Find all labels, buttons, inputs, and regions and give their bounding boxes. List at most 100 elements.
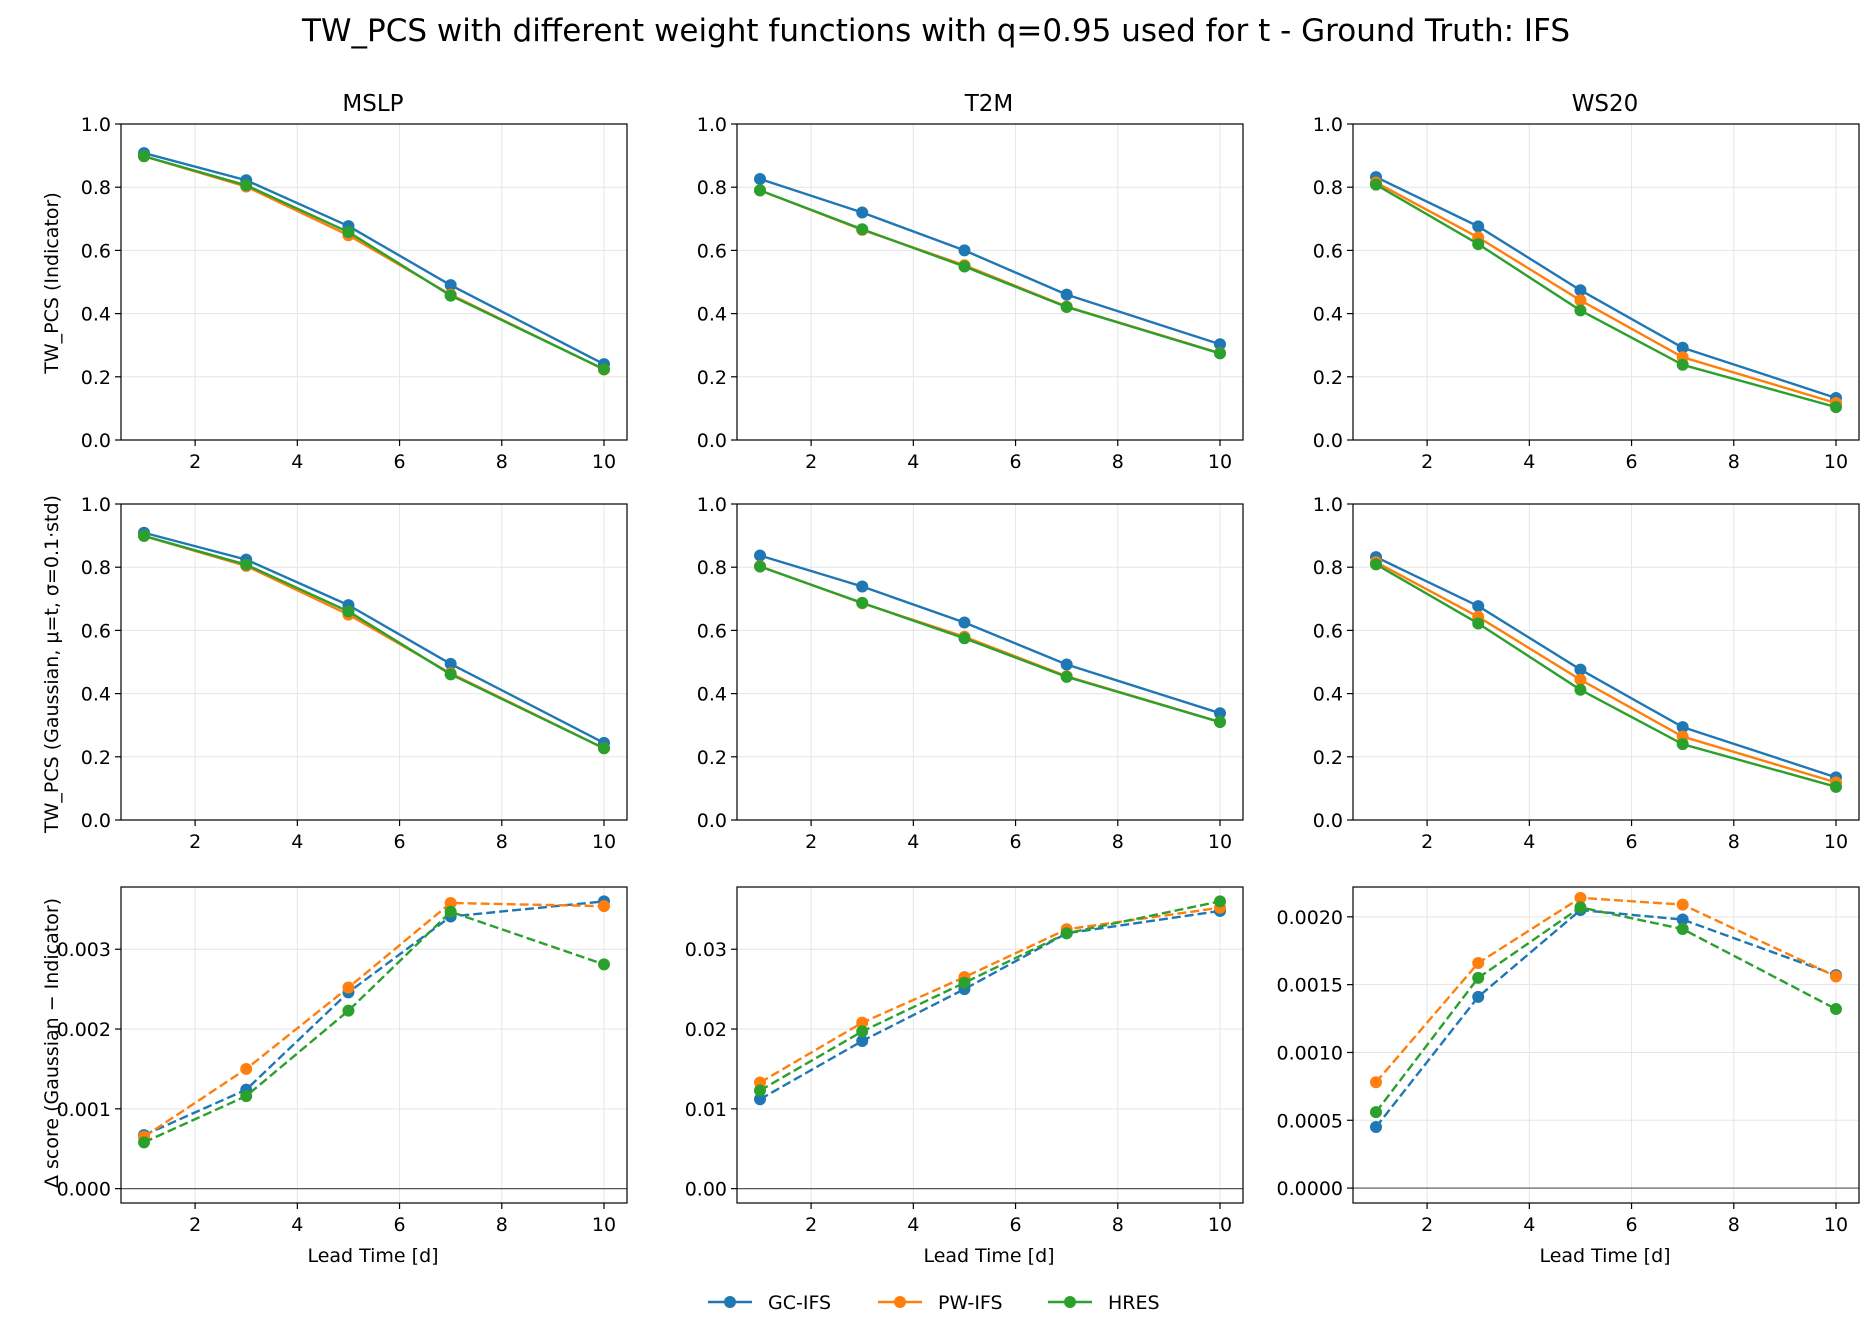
data-point-gc-ifs [1676,913,1689,926]
y-tick-label: 0.0010 [1277,1042,1343,1064]
data-point-hres [1214,895,1226,908]
y-tick-label: 0.0015 [1277,975,1343,997]
figure-title: TW_PCS with different weight functions w… [301,13,1570,49]
x-tick-label: 2 [805,831,817,853]
data-point-hres [1472,971,1485,984]
x-tick-label: 10 [592,1214,616,1236]
data-point-hres [1676,923,1689,936]
data-point-hres [138,150,150,163]
data-point-gc-ifs [1214,707,1226,720]
data-point-gc-ifs [754,1093,766,1106]
data-point-hres [444,905,457,918]
series-line-gc-ifs [759,909,1221,1101]
y-tick-label: 0.00 [685,1179,727,1201]
x-tick-label: 2 [805,1214,817,1236]
data-point-hres [856,596,869,609]
x-tick-label: 6 [1010,451,1022,473]
data-point-pw-ifs [856,1016,869,1029]
y-tick-label: 0.6 [1313,620,1343,642]
x-tick-label: 4 [1523,831,1535,853]
plot-area [737,887,1243,1203]
data-point-pw-ifs [1574,891,1587,904]
x-tick-label: 4 [907,451,919,473]
data-point-hres [754,184,766,197]
y-tick-label: 0.2 [81,747,111,769]
data-point-gc-ifs [444,279,457,292]
y-tick-label: 1.0 [81,114,111,136]
x-tick-label: 8 [496,1214,508,1236]
y-tick-label: 0.0 [81,430,111,452]
panel-ws20-indicator: 2 4 6 8 10 0.0 0.2 0.4 0.6 0.8 1.0 [1313,114,1860,473]
y-tick-label: 1.0 [1313,114,1343,136]
plot-frame [736,123,1244,441]
plot-area [121,504,627,820]
y-tick-label: 1.0 [697,114,727,136]
data-point-hres [240,179,253,192]
y-tick-label: 0.4 [697,304,727,326]
x-tick-label: 6 [394,1214,406,1236]
data-point-hres [1214,716,1226,729]
data-point-hres [1574,901,1587,914]
x-tick-label: 8 [1112,831,1124,853]
legend: GC-IFS PW-IFS HRES [708,1292,1160,1314]
x-tick-label: 8 [1112,1214,1124,1236]
series-line-hres [759,900,1221,1092]
data-point-hres [1060,927,1073,940]
x-tick-label: 6 [394,451,406,473]
data-point-pw-ifs [1574,294,1587,307]
y-tick-label: 0.001 [57,1099,111,1121]
plot-frame [1352,123,1860,441]
data-point-hres [1676,738,1689,751]
panel-t2m-indicator: 2 4 6 8 10 0.0 0.2 0.4 0.6 0.8 1.0 [697,114,1244,473]
data-point-hres [1060,670,1073,683]
y-tick-label: 0.2 [81,367,111,389]
x-tick-label: 6 [1010,831,1022,853]
x-tick-label: 10 [592,831,616,853]
data-point-pw-ifs [1472,956,1485,969]
x-tick-label: 8 [496,831,508,853]
y-tick-label: 0.6 [81,620,111,642]
x-tick-label: 10 [1208,1214,1232,1236]
row-ylabel-indicator: TW_PCS (Indicator) [41,192,63,375]
panel-mslp-indicator: 2 4 6 8 10 0.0 0.2 0.4 0.6 0.8 1.0 [81,114,628,473]
x-tick-label: 8 [496,451,508,473]
data-point-hres [1370,178,1382,191]
legend-marker-hres [1064,1296,1076,1308]
panel-t2m-gaussian: 2 4 6 8 10 0.0 0.2 0.4 0.6 0.8 1.0 [697,494,1244,853]
y-tick-label: 0.6 [1313,240,1343,262]
y-tick-label: 0.6 [697,620,727,642]
y-tick-label: 0.8 [81,557,111,579]
panel-mslp-delta: 2 4 6 8 10 0.000 0.001 0.002 0.003 [57,886,628,1236]
data-point-hres [1830,401,1842,414]
data-point-hres [958,976,971,989]
series-hres [1370,558,1842,793]
y-tick-label: 0.2 [1313,367,1343,389]
x-tick-label: 8 [1728,451,1740,473]
data-point-hres [444,289,457,302]
data-point-hres [1574,683,1587,696]
y-tick-label: 0.0020 [1277,907,1343,929]
x-tick-label: 6 [394,831,406,853]
data-point-pw-ifs [1676,898,1689,911]
x-tick-label: 4 [291,831,303,853]
data-point-hres [1472,238,1485,251]
y-tick-label: 0.02 [685,1019,727,1041]
column-title-t2m: T2M [964,91,1014,117]
data-point-gc-ifs [1472,600,1485,613]
xlabel-ws20: Lead Time [d] [1539,1245,1670,1267]
data-point-pw-ifs [1370,1076,1382,1089]
data-point-hres [1370,1106,1382,1119]
series-hres [754,184,1226,360]
data-point-hres [342,226,355,239]
series-hres [138,150,610,376]
series-hres [1370,178,1842,414]
data-point-hres [1574,304,1587,317]
data-point-hres [240,1090,253,1103]
data-point-hres [1676,358,1689,371]
data-point-gc-ifs [1574,663,1587,676]
plot-area [737,124,1243,440]
legend-label-hres: HRES [1108,1292,1160,1314]
series-hres [138,905,610,1149]
data-point-hres [1472,617,1485,630]
